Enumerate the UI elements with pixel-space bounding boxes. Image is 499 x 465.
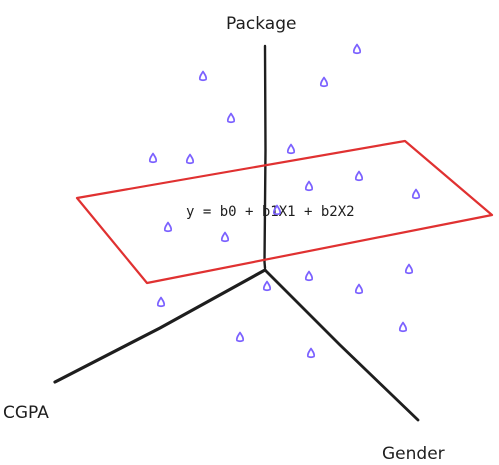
data-point: [226, 112, 236, 124]
regression-equation: y = b0 + b1X1 + b2X2: [186, 204, 355, 220]
gender-axis-label: Gender: [382, 444, 445, 464]
data-point: [319, 76, 329, 88]
regression-plane: [75, 139, 494, 285]
data-point: [156, 296, 166, 308]
cgpa-axis-line: [53, 268, 267, 384]
data-point: [262, 280, 272, 292]
data-point: [220, 231, 230, 243]
data-point: [163, 221, 173, 233]
data-point: [354, 170, 364, 182]
data-point: [398, 321, 408, 333]
data-point: [185, 153, 195, 165]
data-point: [286, 143, 296, 155]
data-point: [352, 43, 362, 55]
data-points: [148, 43, 421, 359]
data-point: [272, 204, 282, 216]
data-point: [306, 347, 316, 359]
data-point: [304, 270, 314, 282]
data-point: [404, 263, 414, 275]
axes: [53, 44, 420, 422]
gender-axis-line: [263, 268, 420, 422]
data-point: [304, 180, 314, 192]
data-point: [411, 188, 421, 200]
data-point: [235, 331, 245, 343]
package-axis-label: Package: [226, 14, 296, 34]
data-point: [354, 283, 364, 295]
data-point: [148, 152, 158, 164]
package-axis-line: [263, 44, 267, 270]
data-point: [198, 70, 208, 82]
cgpa-axis-label: CGPA: [3, 403, 49, 423]
